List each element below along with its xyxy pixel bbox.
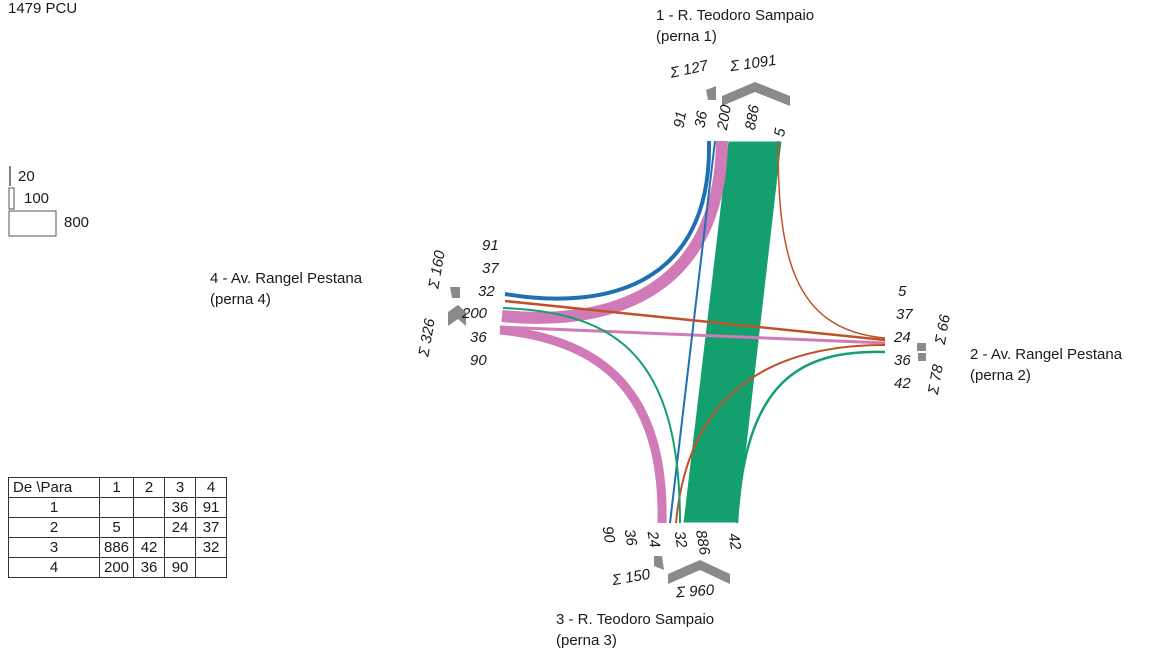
marker-leg3-in <box>654 556 664 570</box>
leg2-flow-42: 42 <box>894 375 911 392</box>
od-row-label: 1 <box>8 497 100 518</box>
leg1-flow-91: 91 <box>670 109 691 130</box>
flow-1-to-3 <box>669 140 716 524</box>
leg3-flow-90: 90 <box>598 524 619 545</box>
od-header-3: 3 <box>164 477 197 498</box>
scale-label-20: 20 <box>18 168 35 185</box>
scale-label-800: 800 <box>64 214 90 231</box>
flow-4-to-1 <box>501 140 728 324</box>
leg1-name: 1 - R. Teodoro Sampaio <box>656 7 815 24</box>
scale-box-800 <box>8 210 57 237</box>
od-matrix-corner: De \Para <box>8 477 100 498</box>
leg3-flow-886: 886 <box>691 528 714 557</box>
od-header-1: 1 <box>98 477 135 498</box>
od-cell: 200 <box>98 557 135 578</box>
flow-3-to-2 <box>735 350 886 524</box>
table-row: 1 36 91 <box>8 497 228 518</box>
od-cell <box>133 497 166 518</box>
od-cell: 5 <box>98 517 135 538</box>
leg2-flow-24: 24 <box>894 329 911 346</box>
leg2-flow-5: 5 <box>898 283 907 300</box>
flow-2-to-3 <box>675 344 886 524</box>
leg3-flow-24: 24 <box>643 529 664 550</box>
total-pcu: 1479 PCU <box>8 0 78 17</box>
leg4-name: 4 - Av. Rangel Pestana <box>210 270 363 287</box>
scale-label-100: 100 <box>24 190 50 207</box>
od-cell: 91 <box>195 497 228 518</box>
leg4-flow-200: 200 <box>462 305 488 322</box>
leg1-sub: (perna 1) <box>656 28 717 45</box>
table-row: 3 886 42 32 <box>8 537 228 558</box>
flow-3-to-4 <box>502 307 681 524</box>
od-cell: 32 <box>195 537 228 558</box>
od-row-label: 3 <box>8 537 100 558</box>
od-cell: 37 <box>195 517 228 538</box>
od-cell <box>98 497 135 518</box>
marker-leg1-out <box>722 82 790 106</box>
leg1-flow-200: 200 <box>713 103 736 132</box>
leg4-flow-90: 90 <box>470 352 487 369</box>
scale-box-100 <box>8 187 15 210</box>
leg2-sub: (perna 2) <box>970 367 1031 384</box>
leg4-flow-91: 91 <box>482 237 499 254</box>
od-row-label: 2 <box>8 517 100 538</box>
leg1-flow-886: 886 <box>741 103 764 132</box>
od-header-2: 2 <box>133 477 166 498</box>
leg3-sum-out: Σ 960 <box>675 581 715 602</box>
od-header-4: 4 <box>195 477 228 498</box>
flow-2-to-1 <box>777 140 886 339</box>
leg3-name: 3 - R. Teodoro Sampaio <box>556 611 715 628</box>
table-row: 4 200 36 90 <box>8 557 228 578</box>
leg3-sub: (perna 3) <box>556 632 617 649</box>
od-cell: 90 <box>164 557 197 578</box>
od-cell <box>133 517 166 538</box>
leg4-sub: (perna 4) <box>210 291 271 308</box>
marker-leg4-out <box>448 305 466 326</box>
leg2-flow-37: 37 <box>896 306 913 323</box>
marker-leg3-out <box>668 560 730 584</box>
flow-2-to-4 <box>504 299 886 342</box>
od-matrix-header-row: De \Para 1 2 3 4 <box>8 477 228 498</box>
leg1-flow-36: 36 <box>691 109 712 130</box>
od-cell: 36 <box>133 557 166 578</box>
od-cell <box>195 557 228 578</box>
od-cell: 42 <box>133 537 166 558</box>
leg3-flow-42: 42 <box>724 531 745 552</box>
od-cell <box>164 537 197 558</box>
marker-leg4-in <box>450 287 460 298</box>
marker-leg2-out <box>918 353 926 361</box>
table-row: 2 5 24 37 <box>8 517 228 538</box>
flow-4-to-3 <box>499 325 667 524</box>
od-cell: 36 <box>164 497 197 518</box>
marker-leg1-in <box>706 86 716 100</box>
leg2-name: 2 - Av. Rangel Pestana <box>970 346 1123 363</box>
marker-leg2-in <box>917 343 926 351</box>
sum-markers <box>448 82 926 584</box>
leg4-flow-32: 32 <box>478 283 495 300</box>
flow-1-to-4 <box>504 140 712 301</box>
od-matrix-table: De \Para 1 2 3 4 1 36 91 2 5 24 37 3 886… <box>8 477 228 578</box>
leg3-flow-32: 32 <box>670 529 691 550</box>
od-row-label: 4 <box>8 557 100 578</box>
leg2-flow-36: 36 <box>894 352 911 369</box>
leg4-flow-37: 37 <box>482 260 499 277</box>
leg4-flow-36: 36 <box>470 329 487 346</box>
leg3-flow-36: 36 <box>620 527 641 548</box>
flow-3-to-1 <box>682 140 783 524</box>
od-cell: 24 <box>164 517 197 538</box>
od-cell: 886 <box>98 537 135 558</box>
